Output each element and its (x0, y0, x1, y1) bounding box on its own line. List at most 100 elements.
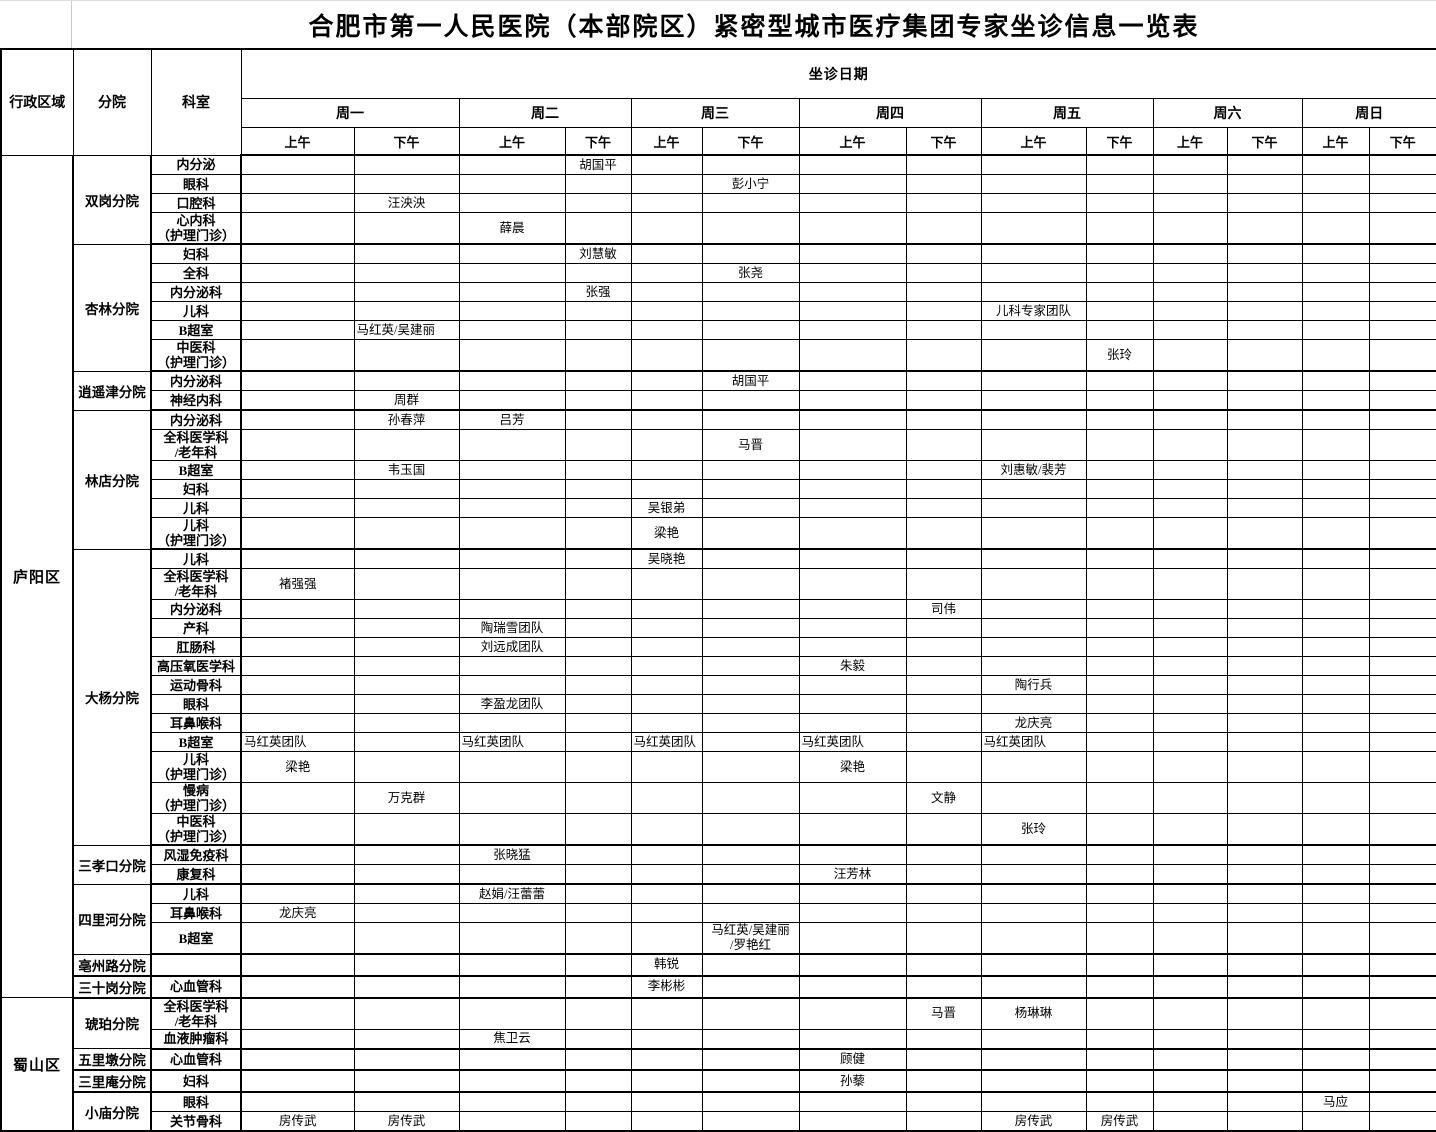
schedule-cell (701, 997, 800, 1030)
schedule-cell (1368, 1048, 1436, 1071)
dept-cell: 全科医学科 /老年科 (150, 568, 242, 600)
schedule-cell (1301, 320, 1370, 340)
schedule-cell (630, 460, 703, 480)
schedule-cell (1085, 263, 1154, 283)
am-header: 上午 (980, 127, 1087, 156)
schedule-cell (458, 154, 566, 175)
schedule-cell (980, 243, 1087, 264)
schedule-cell (564, 517, 632, 550)
schedule-cell (458, 953, 566, 977)
schedule-cell (1301, 460, 1370, 480)
schedule-header: 行政区域 分院 科室 坐诊日期 周一 周二 周三 周四 周五 周六 周日 上午 下午 上午 下午上… (0, 48, 1436, 156)
schedule-cell (980, 548, 1087, 569)
schedule-cell (353, 339, 460, 372)
schedule-cell (1085, 1048, 1154, 1071)
schedule-cell (630, 903, 703, 923)
schedule-cell (458, 498, 566, 518)
schedule-cell (458, 864, 566, 885)
dept-cell: 康复科 (150, 864, 242, 885)
schedule-cell (1085, 301, 1154, 321)
schedule-cell (701, 212, 800, 245)
schedule-cell (980, 656, 1087, 676)
schedule-cell (1226, 599, 1303, 619)
schedule-cell (240, 1028, 355, 1050)
schedule-cell (1226, 618, 1303, 638)
schedule-cell: 胡国平 (564, 154, 632, 175)
schedule-cell (1226, 390, 1303, 411)
schedule-cell (1301, 243, 1370, 264)
schedule-cell (1226, 154, 1303, 175)
schedule-cell (1226, 243, 1303, 264)
schedule-cell (1226, 548, 1303, 569)
schedule-cell (1368, 953, 1436, 977)
schedule-cell (564, 320, 632, 340)
schedule-cell (980, 1069, 1087, 1093)
dept-cell: 内分泌科 (150, 409, 242, 430)
schedule-cell (240, 498, 355, 518)
schedule-cell (458, 997, 566, 1030)
schedule-cell (905, 844, 982, 865)
schedule-cell (1301, 844, 1370, 865)
schedule-cell (240, 675, 355, 695)
schedule-cell (701, 782, 800, 814)
schedule-cell (798, 174, 907, 194)
schedule-cell: 房传武 (353, 1111, 460, 1132)
schedule-cell (1085, 656, 1154, 676)
schedule-cell (1226, 782, 1303, 814)
schedule-cell (980, 953, 1087, 977)
schedule-cell (564, 1028, 632, 1050)
schedule-cell (1226, 883, 1303, 904)
schedule-cell (1085, 922, 1154, 955)
schedule-cell (240, 997, 355, 1030)
schedule-cell (1085, 409, 1154, 430)
schedule-cell (980, 1091, 1087, 1112)
schedule-cell: 房传武 (240, 1111, 355, 1132)
schedule-cell (1368, 390, 1436, 411)
schedule-cell (353, 922, 460, 955)
schedule-cell (1226, 732, 1303, 752)
schedule-cell (458, 1069, 566, 1093)
schedule-cell (1085, 953, 1154, 977)
schedule-cell: 刘慧敏 (564, 243, 632, 264)
schedule-cell (1301, 675, 1370, 695)
day-header: 周一 (240, 98, 460, 128)
schedule-cell (1301, 339, 1370, 372)
schedule-cell (630, 409, 703, 430)
schedule-cell (564, 263, 632, 283)
schedule-cell (353, 997, 460, 1030)
schedule-cell (458, 1048, 566, 1071)
schedule-cell (1226, 320, 1303, 340)
schedule-cell (798, 320, 907, 340)
schedule-cell: 张强 (564, 282, 632, 302)
schedule-cell (630, 1028, 703, 1050)
schedule-cell (458, 193, 566, 213)
schedule-cell (1152, 370, 1228, 391)
dept-cell: 儿科 (150, 883, 242, 904)
schedule-cell (1226, 301, 1303, 321)
schedule-cell (701, 694, 800, 714)
schedule-cell (564, 193, 632, 213)
dept-cell: 眼科 (150, 694, 242, 714)
schedule-cell (458, 460, 566, 480)
schedule-cell: 朱毅 (798, 656, 907, 676)
schedule-cell (353, 883, 460, 904)
schedule-cell: 马红英/吴建丽 (353, 320, 460, 340)
schedule-cell (701, 409, 800, 430)
schedule-cell (798, 1028, 907, 1050)
schedule-cell (630, 282, 703, 302)
day-header: 周三 (630, 98, 800, 128)
schedule-cell (798, 953, 907, 977)
branch-column-header: 分院 (72, 48, 152, 156)
pm-header: 下午 (701, 127, 800, 156)
schedule-cell (905, 732, 982, 752)
dept-column-header: 科室 (150, 48, 242, 156)
schedule-cell (1152, 599, 1228, 619)
schedule-cell (798, 548, 907, 569)
schedule-cell: 龙庆亮 (980, 713, 1087, 733)
schedule-cell (1368, 429, 1436, 461)
schedule-cell (240, 975, 355, 999)
schedule-cell: 马红英团队 (798, 732, 907, 752)
schedule-cell (1152, 479, 1228, 499)
schedule-cell (905, 1111, 982, 1132)
schedule-cell (564, 997, 632, 1030)
